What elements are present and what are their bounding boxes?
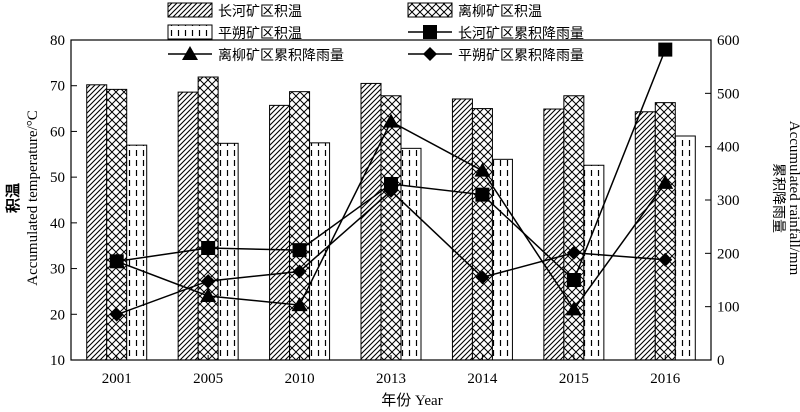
legend-swatch-dash	[167, 24, 213, 40]
point-triangle-2015	[565, 301, 582, 316]
x-tick-label: 2013	[376, 371, 406, 387]
point-triangle-2016	[657, 174, 674, 189]
bars	[86, 76, 696, 361]
y2-tick-label: 300	[717, 193, 740, 209]
bar-dash-2016	[674, 135, 696, 361]
bar-dash-2013	[400, 147, 422, 361]
legend-marker-diamond	[423, 47, 437, 61]
bar-diag-2013	[360, 82, 382, 361]
rainfall-lines	[108, 42, 674, 322]
bar-cross-2015	[563, 95, 585, 361]
x-tick-label: 2005	[193, 371, 223, 387]
y-axis-title-en: Accumulated temperature/°C	[25, 110, 41, 286]
legend-label: 离柳矿区累积降雨量	[218, 47, 344, 64]
y-tick-label: 70	[50, 79, 65, 95]
bar-dash-2001	[126, 144, 148, 361]
point-triangle-2005	[200, 288, 217, 302]
point-diamond-2010	[292, 264, 307, 279]
bar-diag-2010	[269, 104, 291, 361]
y-axis-title-cn: 积温	[4, 183, 22, 213]
y2-axis-title-cn: 累积降雨量	[770, 163, 786, 233]
bar-dash-2015	[583, 164, 605, 361]
point-diamond-2014	[475, 270, 490, 285]
legend-swatch-diag	[167, 2, 213, 18]
x-tick-label: 2014	[467, 371, 498, 387]
point-square-2010	[292, 243, 307, 258]
y-tick-label: 80	[50, 33, 65, 49]
point-diamond-2013	[384, 183, 398, 198]
y-tick-label: 20	[50, 307, 65, 323]
y-tick-label: 10	[50, 353, 65, 369]
y-tick-label: 40	[50, 216, 65, 232]
point-triangle-2001	[108, 253, 125, 268]
y-tick-label: 30	[50, 262, 65, 278]
y-tick-label: 60	[50, 124, 65, 140]
legend-label: 长河矿区积温	[218, 4, 302, 20]
legend-label: 长河矿区累积降雨量	[458, 26, 584, 42]
point-square-2005	[201, 241, 216, 255]
legend-label: 平朔矿区累积降雨量	[458, 48, 584, 64]
bar-cross-2014	[471, 108, 493, 361]
x-tick-label: 2010	[285, 371, 315, 387]
point-diamond-2016	[658, 252, 673, 267]
x-tick-label: 2001	[102, 371, 132, 387]
point-triangle-2014	[474, 162, 491, 177]
bar-dash-2005	[217, 142, 239, 361]
point-diamond-2001	[109, 307, 124, 322]
bar-cross-2005	[197, 76, 219, 361]
y2-tick-label: 100	[717, 300, 740, 316]
point-square-2014	[475, 187, 490, 202]
point-diamond-2005	[201, 274, 216, 289]
bar-diag-2015	[543, 108, 565, 361]
x-tick-label: 2015	[559, 371, 589, 387]
y2-tick-label: 400	[717, 140, 740, 156]
y2-axis-title-en: Accumulated rainfall/mm	[786, 121, 800, 276]
bar-cross-2016	[654, 102, 676, 361]
point-triangle-2010	[291, 297, 308, 312]
bar-diag-2016	[634, 111, 656, 361]
axes: 10 20 30 40 50 60 70 80 0 100 200 300 400 500 600 2001 2…	[50, 33, 740, 387]
y2-tick-label: 200	[717, 246, 740, 262]
bar-diag-2014	[451, 98, 473, 361]
y2-tick-label: 600	[717, 33, 740, 49]
point-triangle-2013	[383, 113, 399, 128]
legend-marker-triangle	[182, 46, 198, 60]
y2-tick-label: 500	[717, 86, 740, 102]
legend-marker-square	[423, 25, 437, 39]
legend-label: 离柳矿区积温	[458, 3, 542, 20]
y2-tick-label: 0	[717, 353, 725, 369]
x-tick-label: 2016	[650, 371, 681, 387]
point-diamond-2015	[566, 245, 581, 260]
legend-label: 平朔矿区积温	[218, 26, 302, 42]
x-axis-title: 年份 Year	[381, 392, 442, 409]
bar-diag-2005	[177, 91, 199, 361]
point-square-2016	[658, 42, 673, 57]
legend-swatch-cross	[407, 2, 453, 18]
bar-cross-2010	[289, 91, 311, 361]
bar-diag-2001	[86, 84, 108, 361]
y-tick-label: 50	[50, 170, 65, 186]
point-square-2015	[566, 273, 581, 287]
